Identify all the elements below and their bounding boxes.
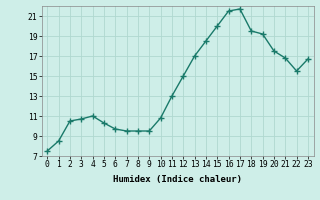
X-axis label: Humidex (Indice chaleur): Humidex (Indice chaleur) — [113, 175, 242, 184]
